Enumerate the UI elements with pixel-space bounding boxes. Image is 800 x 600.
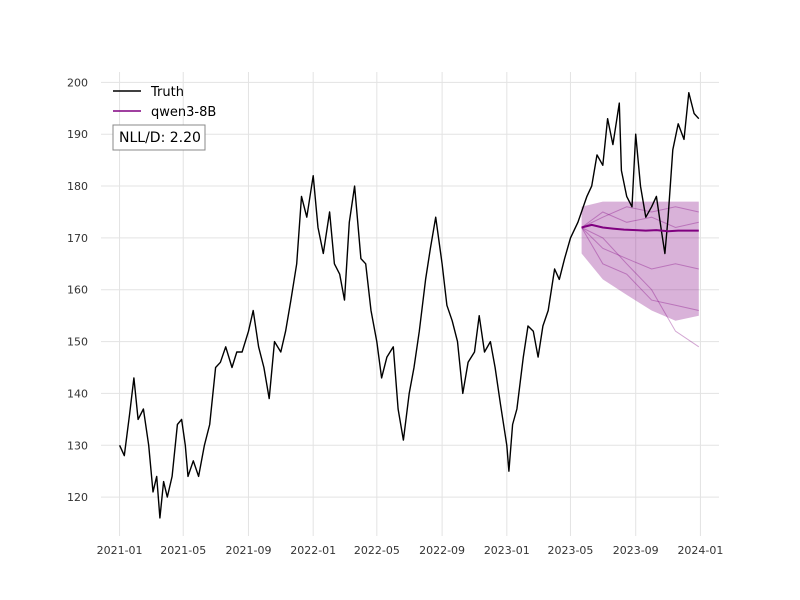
nll-annotation: NLL/D: 2.20 <box>112 124 206 151</box>
y-tick-label: 160 <box>67 284 88 297</box>
legend: Truth qwen3-8B <box>113 85 216 120</box>
x-tick-label: 2022-09 <box>419 544 465 557</box>
x-tick-label: 2021-01 <box>97 544 143 557</box>
y-tick-label: 200 <box>67 76 88 89</box>
x-tick-label: 2021-09 <box>225 544 271 557</box>
y-tick-label: 150 <box>67 336 88 349</box>
legend-label-qwen: qwen3-8B <box>151 105 216 120</box>
sample-paths-layer <box>581 206 700 348</box>
sample-path <box>581 206 699 228</box>
series-line-qwen <box>581 223 699 233</box>
y-tick-labels: 120 130 140 150 160 170 180 190 200 <box>67 76 88 504</box>
legend-label-truth: Truth <box>150 85 184 100</box>
y-tick-label: 180 <box>67 180 88 193</box>
x-tick-label: 2023-01 <box>484 544 530 557</box>
sample-path <box>581 227 700 348</box>
y-tick-label: 190 <box>67 128 88 141</box>
series-layer <box>118 92 700 519</box>
y-tick-label: 170 <box>67 232 88 245</box>
x-tick-label: 2022-05 <box>354 544 400 557</box>
x-tick-label: 2023-05 <box>547 544 593 557</box>
x-tick-label: 2021-05 <box>160 544 206 557</box>
y-tick-label: 130 <box>67 439 88 452</box>
x-tick-labels: 2021-01 2021-05 2021-09 2022-01 2022-05 2022-… <box>97 544 724 557</box>
sample-path <box>581 227 699 270</box>
x-tick-label: 2022-01 <box>290 544 336 557</box>
x-tick-label: 2024-01 <box>677 544 723 557</box>
sample-path <box>581 211 699 229</box>
y-tick-label: 140 <box>67 387 88 400</box>
x-tick-label: 2023-09 <box>613 544 659 557</box>
annotation-box <box>112 124 206 151</box>
series-line-truth <box>118 92 700 519</box>
sample-path <box>581 227 699 311</box>
y-tick-label: 120 <box>67 491 88 504</box>
annotation-text: NLL/D: 2.20 <box>119 130 201 146</box>
